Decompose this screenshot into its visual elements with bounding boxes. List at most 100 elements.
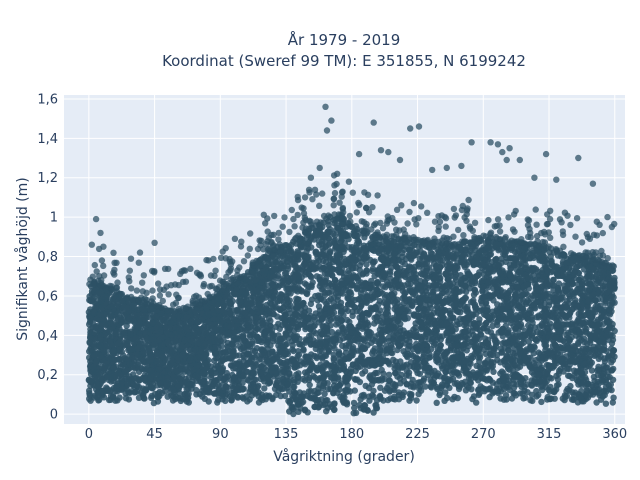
data-point bbox=[489, 390, 496, 397]
data-point bbox=[86, 348, 93, 355]
data-point bbox=[276, 325, 283, 332]
data-point bbox=[307, 300, 315, 308]
data-point bbox=[334, 332, 341, 339]
data-point bbox=[86, 354, 93, 361]
data-point bbox=[533, 314, 540, 321]
data-point bbox=[351, 404, 358, 412]
data-point bbox=[339, 290, 346, 297]
data-point bbox=[232, 307, 239, 314]
data-point bbox=[301, 369, 309, 376]
data-point bbox=[383, 342, 390, 350]
data-point bbox=[549, 354, 556, 361]
data-point bbox=[325, 241, 332, 248]
data-point bbox=[326, 248, 334, 255]
data-point bbox=[603, 327, 610, 334]
data-point bbox=[356, 378, 364, 386]
data-point bbox=[462, 387, 470, 394]
data-point bbox=[359, 325, 366, 332]
data-point bbox=[599, 282, 607, 290]
data-point bbox=[409, 376, 416, 384]
data-point bbox=[321, 390, 328, 398]
data-point bbox=[318, 396, 325, 403]
data-point bbox=[371, 377, 378, 384]
data-point bbox=[453, 379, 461, 387]
data-point bbox=[595, 355, 602, 362]
data-point bbox=[386, 387, 394, 394]
data-point bbox=[316, 274, 323, 281]
data-point bbox=[610, 394, 617, 401]
data-point bbox=[100, 394, 108, 401]
data-point bbox=[497, 395, 504, 402]
data-point bbox=[505, 377, 513, 385]
data-point bbox=[332, 339, 339, 346]
data-point bbox=[281, 392, 289, 400]
data-point bbox=[325, 317, 332, 325]
data-point bbox=[360, 391, 367, 399]
data-point bbox=[354, 284, 361, 292]
data-point bbox=[470, 291, 478, 298]
data-point bbox=[193, 386, 200, 394]
data-point bbox=[319, 245, 326, 252]
data-point bbox=[407, 255, 414, 262]
data-point bbox=[415, 305, 422, 313]
data-point bbox=[363, 261, 370, 268]
data-point bbox=[128, 388, 135, 395]
data-point bbox=[531, 277, 539, 284]
data-point bbox=[367, 241, 375, 249]
data-point bbox=[266, 379, 273, 387]
data-point bbox=[532, 356, 540, 364]
data-point bbox=[381, 387, 389, 394]
data-point bbox=[422, 383, 429, 390]
data-point bbox=[135, 394, 143, 401]
data-point bbox=[311, 403, 319, 411]
data-point bbox=[334, 285, 342, 293]
data-point bbox=[602, 400, 610, 407]
data-point bbox=[527, 274, 534, 281]
data-point bbox=[602, 364, 610, 371]
data-point bbox=[318, 266, 325, 273]
data-point bbox=[350, 410, 357, 417]
data-point bbox=[443, 349, 450, 357]
data-point bbox=[289, 341, 296, 349]
data-point bbox=[306, 381, 313, 389]
data-points bbox=[85, 103, 618, 418]
data-point bbox=[288, 241, 295, 249]
data-point bbox=[251, 376, 258, 383]
data-point bbox=[214, 399, 221, 406]
data-point bbox=[319, 323, 326, 330]
data-point bbox=[141, 376, 149, 383]
data-point bbox=[489, 322, 496, 330]
data-point bbox=[294, 348, 302, 355]
data-point bbox=[340, 335, 347, 342]
data-point bbox=[520, 395, 527, 402]
data-point bbox=[307, 387, 314, 395]
data-point bbox=[529, 397, 536, 405]
data-point bbox=[390, 238, 397, 245]
data-point bbox=[377, 384, 384, 391]
data-point bbox=[472, 274, 479, 281]
data-point bbox=[139, 385, 147, 392]
data-point bbox=[385, 371, 393, 378]
data-point bbox=[205, 398, 212, 405]
data-point bbox=[433, 399, 440, 406]
data-point bbox=[414, 249, 421, 256]
data-point bbox=[200, 324, 208, 331]
data-point bbox=[420, 377, 427, 384]
data-point bbox=[304, 355, 312, 363]
data-point bbox=[321, 401, 329, 408]
data-point bbox=[413, 397, 420, 404]
data-point bbox=[112, 397, 119, 404]
data-point bbox=[219, 356, 226, 363]
data-point bbox=[609, 399, 616, 406]
data-point bbox=[122, 395, 130, 402]
data-point bbox=[390, 356, 397, 363]
data-point bbox=[244, 368, 252, 376]
data-point bbox=[351, 303, 358, 311]
data-point bbox=[473, 310, 480, 318]
data-point bbox=[280, 385, 288, 392]
data-point bbox=[305, 376, 312, 384]
data-point bbox=[611, 327, 618, 335]
data-point bbox=[290, 255, 297, 262]
